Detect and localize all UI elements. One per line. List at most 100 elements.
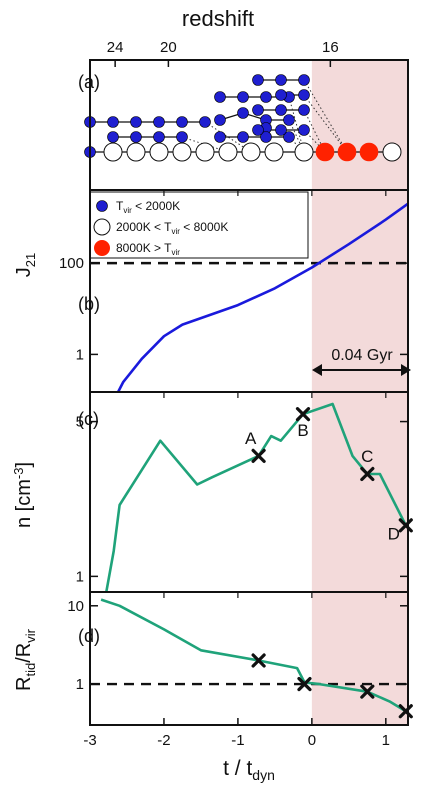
small-halo-node — [275, 74, 287, 86]
x-marker — [398, 704, 413, 719]
small-halo-node — [275, 89, 287, 101]
top-tick-label: 24 — [107, 39, 124, 56]
small-halo-node — [214, 91, 226, 103]
small-halo-node — [283, 114, 295, 126]
y-axis-label-j21: J21 — [13, 253, 38, 277]
mid-halo-node — [218, 142, 238, 162]
x-tick-label: 0 — [308, 732, 316, 749]
small-halo-node — [153, 116, 165, 128]
legend-entry-mid: 2000K < Tvir < 8000K — [116, 220, 228, 236]
panel-c-label: (c) — [78, 409, 99, 429]
small-halo-node — [199, 116, 211, 128]
y-axis-labels: J21 n [cm-3] Rtid/Rvir — [11, 253, 38, 691]
small-halo-node — [283, 131, 295, 143]
top-axis-label: redshift — [182, 6, 254, 31]
y-axis-label-density: n [cm-3] — [11, 462, 35, 528]
mid-halo-node — [264, 142, 284, 162]
x-tick-label: -2 — [157, 732, 170, 749]
x-marker — [251, 448, 266, 463]
small-halo-node — [237, 91, 249, 103]
small-halo-node — [153, 131, 165, 143]
panel-d: (d) 101 — [67, 598, 413, 719]
top-axis-ticks: 24 20 16 — [107, 39, 339, 67]
x-axis: -3 -2 -1 0 1 t / tdyn — [83, 190, 390, 783]
legend-mid-halo-icon — [93, 218, 111, 236]
top-tick-label: 16 — [322, 39, 339, 56]
x-marker — [360, 466, 375, 482]
j21-plot: 100 1 — [59, 202, 409, 393]
mid-halo-node — [195, 142, 215, 162]
legend: Tvir < 2000K 2000K < Tvir < 8000K 8000K > … — [89, 191, 309, 259]
small-halo-node — [298, 89, 310, 101]
legend-entry-small: Tvir < 2000K — [116, 199, 180, 215]
mid-halo-node — [241, 142, 261, 162]
x-tick-label: -3 — [83, 732, 96, 749]
x-marker — [251, 653, 266, 668]
x-marker — [295, 407, 311, 422]
top-tick-label: 20 — [160, 39, 177, 56]
mid-halo-node — [149, 142, 169, 162]
small-halo-node — [107, 116, 119, 128]
panel-frames — [89, 59, 409, 726]
small-halo-node — [252, 104, 264, 116]
point-label-D: D — [388, 524, 400, 543]
small-halo-node — [260, 91, 272, 103]
mid-halo-node — [294, 142, 314, 162]
large-halo-node — [359, 142, 379, 162]
point-label-A: A — [245, 429, 257, 448]
small-halo-node — [260, 131, 272, 143]
small-halo-node — [275, 104, 287, 116]
point-label-C: C — [361, 447, 373, 466]
legend-small-halo-icon — [96, 200, 108, 212]
panel-c: (c) A B C D 5 1 — [76, 402, 413, 593]
duration-annotation: 0.04 Gyr — [312, 347, 411, 376]
density-plot: A B C D 5 1 — [76, 402, 413, 593]
small-halo-node — [130, 116, 142, 128]
y-tick-label-1: 1 — [76, 676, 84, 693]
radius-ratio-curve — [100, 598, 407, 713]
x-tick-label: 1 — [382, 732, 390, 749]
legend-large-halo-icon — [94, 240, 110, 256]
duration-label: 0.04 Gyr — [331, 347, 393, 364]
small-halo-node — [298, 124, 310, 136]
y-axis-label-radius-ratio: Rtid/Rvir — [13, 628, 38, 691]
x-marker — [398, 518, 413, 533]
j21-curve — [116, 202, 409, 393]
panel-a: (a) — [78, 72, 402, 162]
x-tick-label: -1 — [231, 732, 244, 749]
y-tick-label-10: 10 — [67, 598, 84, 615]
x-marker — [360, 684, 375, 699]
small-halo-node — [130, 131, 142, 143]
small-halo-node — [298, 74, 310, 86]
x-marker — [297, 676, 312, 692]
small-halo-node — [214, 131, 226, 143]
small-halo-node — [237, 107, 249, 119]
radius-ratio-plot: 10 1 — [67, 598, 413, 719]
tree-merger-link — [288, 96, 305, 153]
small-halo-node — [176, 116, 188, 128]
small-halo-node — [275, 124, 287, 136]
small-halo-node — [107, 131, 119, 143]
duration-arrow-right-head — [401, 364, 411, 376]
y-tick-label-100: 100 — [59, 255, 84, 272]
y-tick-label-5: 5 — [76, 414, 84, 431]
large-halo-node — [337, 142, 357, 162]
mid-halo-node — [103, 142, 123, 162]
legend-box — [89, 191, 309, 259]
small-halo-node — [252, 74, 264, 86]
duration-arrow-left-head — [312, 364, 322, 376]
x-axis-label: t / tdyn — [223, 757, 275, 783]
merger-tree — [84, 74, 402, 162]
mid-halo-node — [172, 142, 192, 162]
legend-entry-large: 8000K > Tvir — [116, 241, 180, 257]
small-halo-node — [298, 104, 310, 116]
y-tick-label-1: 1 — [76, 346, 84, 363]
small-halo-node — [176, 131, 188, 143]
y-tick-label-1: 1 — [76, 568, 84, 585]
small-halo-node — [237, 131, 249, 143]
large-halo-node — [315, 142, 335, 162]
small-halo-node — [252, 124, 264, 136]
point-label-B: B — [297, 421, 308, 440]
